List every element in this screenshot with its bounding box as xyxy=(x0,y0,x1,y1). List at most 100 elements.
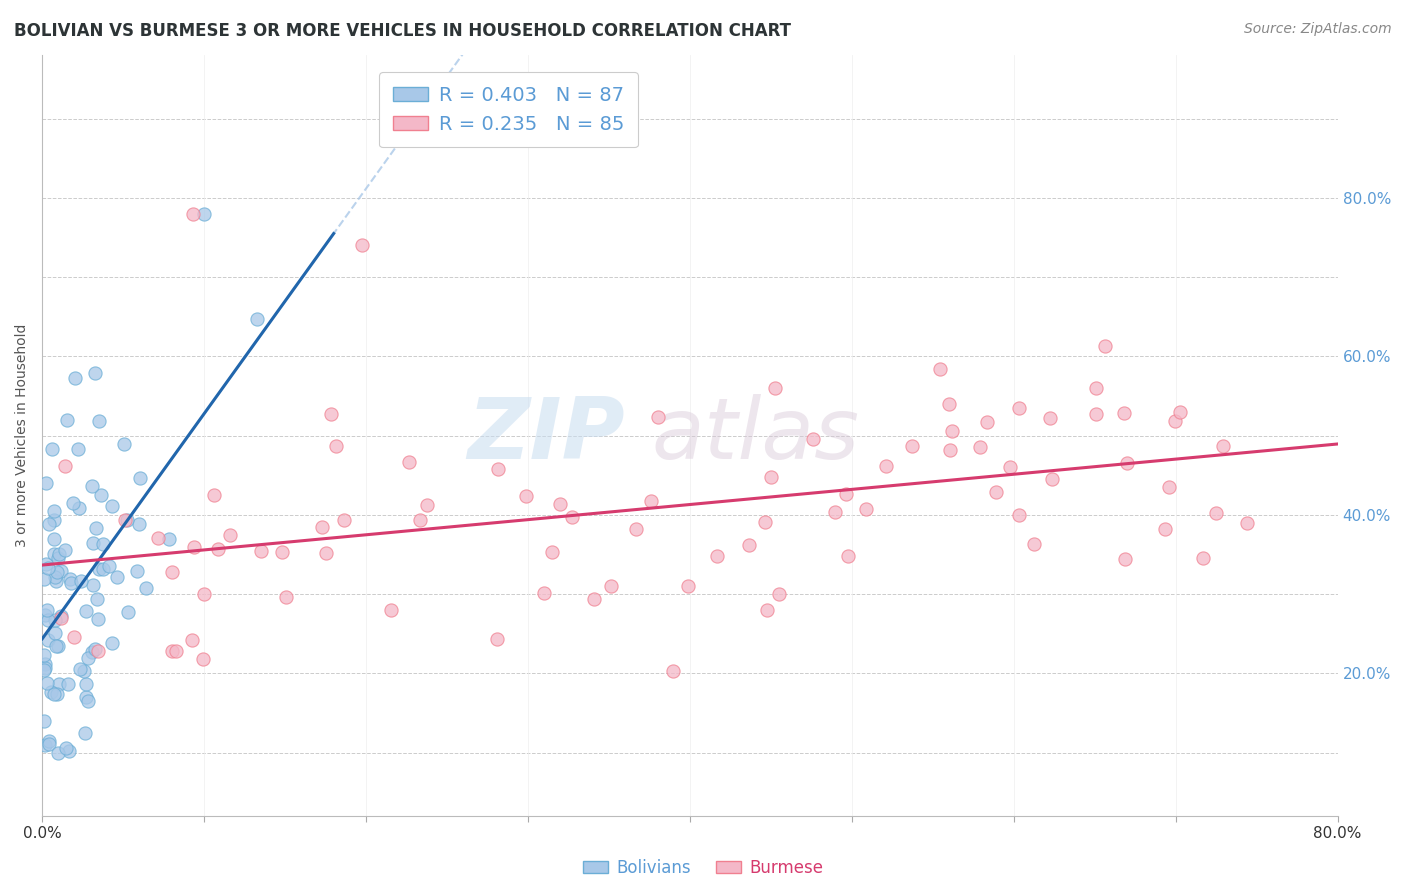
Point xyxy=(49,611,72,625)
Point xyxy=(837,549,859,564)
Point xyxy=(515,489,537,503)
Point xyxy=(49,609,72,624)
Point xyxy=(1084,381,1107,395)
Point xyxy=(37,613,59,627)
Point xyxy=(583,592,606,607)
Point xyxy=(42,547,65,561)
Point xyxy=(160,644,183,658)
Point xyxy=(900,438,922,452)
Point xyxy=(315,546,337,560)
Point xyxy=(84,366,107,380)
Point xyxy=(135,581,157,595)
Legend: Bolivians, Burmese: Bolivians, Burmese xyxy=(576,853,830,884)
Legend: R = 0.403   N = 87, R = 0.235   N = 85: R = 0.403 N = 87, R = 0.235 N = 85 xyxy=(380,72,638,147)
Point xyxy=(80,645,103,659)
Point xyxy=(90,488,112,502)
Point xyxy=(125,564,148,578)
Point xyxy=(34,663,56,677)
Point xyxy=(755,603,778,617)
Point xyxy=(38,734,60,748)
Point xyxy=(37,561,59,575)
Point xyxy=(706,549,728,563)
Point xyxy=(105,569,128,583)
Point xyxy=(45,565,67,579)
Point xyxy=(42,533,65,547)
Point xyxy=(941,424,963,438)
Point xyxy=(38,737,60,751)
Point xyxy=(39,685,62,699)
Point xyxy=(34,607,56,622)
Point xyxy=(53,543,76,558)
Point xyxy=(70,574,93,588)
Point xyxy=(75,690,97,704)
Point xyxy=(86,591,108,606)
Point xyxy=(82,578,104,592)
Point xyxy=(1094,339,1116,353)
Point xyxy=(1211,439,1233,453)
Point xyxy=(1205,506,1227,520)
Point xyxy=(325,439,347,453)
Point xyxy=(55,458,77,473)
Point xyxy=(82,535,104,549)
Point xyxy=(41,442,63,456)
Point xyxy=(1008,401,1031,415)
Point xyxy=(1040,472,1063,486)
Point xyxy=(46,746,69,760)
Point xyxy=(45,687,67,701)
Point xyxy=(855,501,877,516)
Point xyxy=(62,496,84,510)
Point xyxy=(824,505,846,519)
Point xyxy=(1000,460,1022,475)
Point xyxy=(984,485,1007,500)
Point xyxy=(67,500,90,515)
Point xyxy=(1192,551,1215,566)
Point xyxy=(486,462,509,476)
Point xyxy=(45,574,67,588)
Point xyxy=(938,443,960,458)
Point xyxy=(835,486,858,500)
Point xyxy=(1039,410,1062,425)
Point xyxy=(114,513,136,527)
Point xyxy=(969,440,991,454)
Point xyxy=(165,643,187,657)
Point xyxy=(626,522,648,536)
Point xyxy=(416,499,439,513)
Point xyxy=(1164,414,1187,428)
Point xyxy=(662,665,685,679)
Point xyxy=(32,714,55,728)
Point xyxy=(380,603,402,617)
Point xyxy=(1168,405,1191,419)
Point xyxy=(42,504,65,518)
Point xyxy=(117,605,139,619)
Text: ZIP: ZIP xyxy=(468,394,626,477)
Point xyxy=(34,738,56,752)
Point xyxy=(37,675,59,690)
Point xyxy=(409,513,432,527)
Point xyxy=(311,520,333,534)
Point xyxy=(38,517,60,532)
Point xyxy=(647,410,669,425)
Point xyxy=(34,661,56,675)
Point xyxy=(599,578,621,592)
Point xyxy=(44,613,66,627)
Point xyxy=(976,415,998,429)
Point xyxy=(676,578,699,592)
Point xyxy=(69,662,91,676)
Point xyxy=(180,633,202,648)
Point xyxy=(89,562,111,576)
Point xyxy=(75,677,97,691)
Point xyxy=(929,362,952,376)
Text: atlas: atlas xyxy=(651,394,859,477)
Point xyxy=(768,587,790,601)
Point xyxy=(1085,408,1108,422)
Point xyxy=(754,515,776,529)
Point xyxy=(48,547,70,561)
Point xyxy=(801,432,824,446)
Point xyxy=(100,500,122,514)
Point xyxy=(49,564,72,578)
Point xyxy=(541,545,564,559)
Point xyxy=(246,312,269,326)
Point xyxy=(1116,456,1139,470)
Point xyxy=(117,513,139,527)
Point xyxy=(84,521,107,535)
